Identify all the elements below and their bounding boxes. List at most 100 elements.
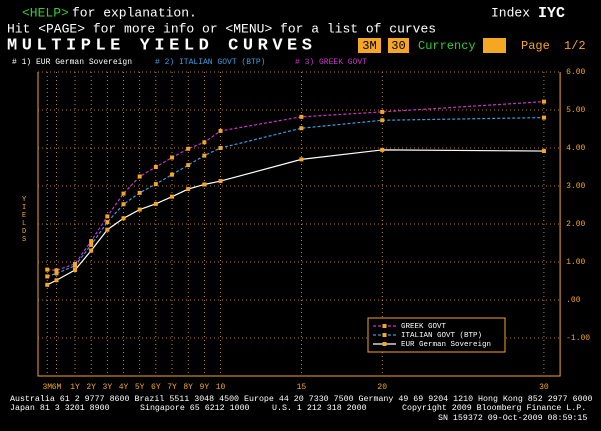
legend-label: GREEK GOVT — [401, 323, 447, 331]
x-tick-label: 7Y — [167, 383, 177, 392]
y-tick-label: 2.00 — [566, 220, 585, 229]
currency-label: Currency — [418, 39, 476, 53]
data-point — [186, 187, 191, 192]
help-key[interactable]: <HELP> — [22, 5, 69, 20]
currency-box[interactable] — [483, 38, 506, 53]
x-tick-label: 9Y — [200, 383, 210, 392]
tenor-from: 3M — [362, 39, 376, 53]
data-point — [170, 155, 175, 160]
x-tick-label: 6Y — [151, 383, 161, 392]
data-point — [105, 214, 110, 219]
legend-marker — [382, 342, 387, 346]
data-point — [73, 261, 77, 266]
data-point — [380, 109, 385, 114]
y-axis-label: YIELDS — [20, 196, 28, 244]
y-tick-label: 4.00 — [566, 144, 585, 153]
y-tick-label: 6.00 — [566, 68, 585, 77]
index-label: Index — [491, 5, 530, 20]
footer-copyright: Copyright 2009 Bloomberg Finance L.P. — [402, 403, 586, 413]
data-point — [54, 271, 59, 276]
data-point — [45, 274, 50, 279]
series-line — [47, 101, 544, 271]
page-label: Page — [521, 39, 550, 53]
footer-japan: Japan 81 3 3201 8900 — [10, 404, 110, 413]
data-point — [121, 191, 126, 196]
y-tick-label: -1.00 — [566, 334, 590, 343]
y-tick-label: .00 — [566, 296, 581, 305]
data-point — [218, 146, 223, 150]
data-point — [137, 207, 142, 212]
y-tick-label: 3.00 — [566, 182, 585, 191]
data-point — [541, 99, 546, 104]
data-point — [380, 147, 385, 152]
data-point — [186, 146, 191, 151]
data-point — [202, 140, 207, 145]
data-point — [54, 268, 59, 273]
x-tick-label: 30 — [539, 383, 549, 392]
instructions: Hit <PAGE> for more info or <MENU> for a… — [7, 21, 436, 36]
x-tick-label: 20 — [377, 383, 387, 392]
x-tick-label: 4Y — [119, 383, 129, 392]
tenor-to: 30 — [391, 39, 405, 53]
page-title: MULTIPLE YIELD CURVES — [7, 36, 312, 55]
tenor-from-box[interactable] — [358, 38, 381, 53]
data-point — [54, 278, 59, 283]
footer-sn: SN 159372 09-Oct-2009 08:59:15 — [438, 414, 587, 423]
plot: 6.00 5.00 4.00 3.00 2.00 1.00 .00 -1.00 3M 6M 1Y 2Y… — [37, 68, 590, 392]
footer-line: Australia 61 2 9777 8600 Brazil 5511 304… — [10, 394, 593, 404]
data-point — [170, 172, 175, 177]
data-point — [45, 282, 50, 287]
x-tick-label: 1Y — [70, 383, 80, 392]
curve-1: # 1) EUR German Sovereign — [12, 58, 132, 67]
data-point — [105, 220, 110, 225]
x-tick-label: 3Y — [103, 383, 113, 392]
data-point — [299, 114, 304, 119]
data-point — [153, 182, 158, 187]
index-code: IYC — [538, 5, 565, 22]
data-point — [89, 248, 94, 253]
footer-singapore: Singapore 65 6212 1000 — [140, 403, 250, 413]
x-tick-label: 15 — [297, 383, 307, 392]
data-point — [202, 153, 207, 158]
data-point — [202, 182, 207, 187]
data-point — [89, 239, 94, 244]
data-point — [299, 157, 304, 162]
data-point — [121, 216, 126, 221]
legend-marker — [382, 324, 387, 328]
data-point — [153, 201, 158, 206]
x-tick-label: 6M — [52, 383, 62, 392]
data-point — [89, 242, 94, 247]
curve-2: # 2) ITALIAN GOVT (BTP) — [155, 58, 265, 67]
data-point — [218, 128, 223, 133]
data-point — [73, 267, 77, 272]
plot-frame — [37, 72, 561, 377]
data-point — [105, 227, 110, 232]
legend-label: EUR German Sovereign — [401, 341, 491, 349]
legend-label: ITALIAN GOVT (BTP) — [401, 332, 482, 340]
x-tick-label: 10 — [216, 383, 226, 392]
data-point — [218, 179, 223, 184]
data-point — [121, 202, 126, 207]
curve-3: # 3) GREEK GOVT — [295, 58, 367, 67]
data-point — [137, 174, 142, 179]
x-tick-label: 5Y — [135, 383, 145, 392]
data-point — [299, 126, 304, 131]
x-tick-label: 8Y — [183, 383, 193, 392]
data-point — [541, 149, 546, 154]
help-text: for explanation. — [72, 5, 197, 20]
y-tick-label: 1.00 — [566, 258, 585, 267]
legend-marker — [382, 333, 387, 337]
x-tick-label: 3M — [42, 383, 52, 392]
footer-us: U.S. 1 212 318 2000 — [272, 404, 367, 413]
x-tick-label: 2Y — [86, 383, 96, 392]
data-point — [153, 165, 158, 169]
data-point — [380, 118, 385, 123]
data-point — [186, 163, 191, 168]
data-point — [170, 194, 175, 199]
tenor-to-box[interactable] — [388, 38, 409, 53]
data-point — [45, 267, 50, 272]
page-number: 1/2 — [564, 39, 586, 53]
data-point — [541, 115, 546, 120]
y-tick-label: 5.00 — [566, 106, 585, 115]
